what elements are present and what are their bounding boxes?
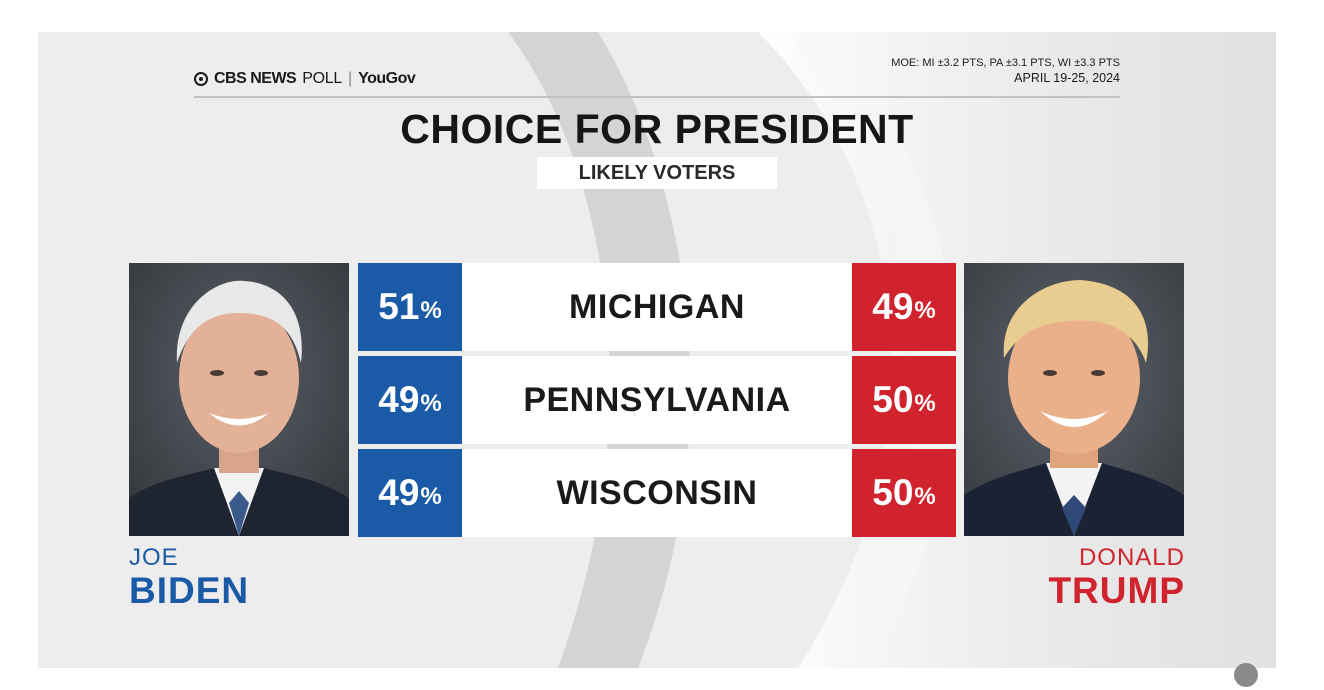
biden-value: 49 bbox=[378, 379, 420, 420]
biden-last-name: BIDEN bbox=[129, 570, 250, 611]
state-name: PENNSYLVANIA bbox=[462, 356, 852, 444]
biden-photo bbox=[129, 263, 349, 536]
trump-photo bbox=[964, 263, 1184, 536]
percent-sign: % bbox=[914, 483, 936, 510]
percent-sign: % bbox=[420, 483, 442, 510]
table-row: 49% WISCONSIN 50% bbox=[358, 449, 956, 537]
state-name: WISCONSIN bbox=[462, 449, 852, 537]
biden-percent: 51% bbox=[358, 263, 462, 351]
trump-first-name: DONALD bbox=[1078, 544, 1185, 571]
brand-poll: POLL bbox=[302, 70, 342, 87]
header-divider bbox=[194, 96, 1120, 98]
moe-text: MOE: MI ±3.2 PTS, PA ±3.1 PTS, WI ±3.3 P… bbox=[891, 57, 1120, 69]
table-row: 49% PENNSYLVANIA 50% bbox=[358, 356, 956, 444]
brand-partner: YouGov bbox=[358, 70, 416, 87]
biden-percent: 49% bbox=[358, 449, 462, 537]
percent-sign: % bbox=[420, 390, 442, 417]
chart-title: CHOICE FOR PRESIDENT bbox=[400, 106, 914, 152]
trump-percent: 50% bbox=[852, 449, 956, 537]
biden-portrait-illustration bbox=[129, 263, 349, 536]
brand-network: CBS NEWS bbox=[214, 70, 297, 87]
brand-separator: | bbox=[347, 70, 353, 87]
trump-percent: 50% bbox=[852, 356, 956, 444]
poll-dates: APRIL 19-25, 2024 bbox=[1014, 71, 1120, 85]
biden-value: 49 bbox=[378, 472, 420, 513]
trump-value: 50 bbox=[872, 472, 914, 513]
corner-button[interactable] bbox=[1234, 663, 1258, 687]
poll-graphic: CBS NEWS POLL | YouGov MOE: MI ±3.2 PTS,… bbox=[38, 32, 1276, 668]
table-row: 51% MICHIGAN 49% bbox=[358, 263, 956, 351]
trump-portrait-illustration bbox=[964, 263, 1184, 536]
brand-logo: CBS NEWS POLL | YouGov bbox=[194, 70, 416, 88]
biden-value: 51 bbox=[378, 286, 420, 327]
cbs-eye-icon bbox=[194, 72, 208, 86]
trump-value: 49 bbox=[872, 286, 914, 327]
percent-sign: % bbox=[914, 390, 936, 417]
trump-last-name: TRUMP bbox=[1048, 570, 1185, 611]
chart-subtitle: LIKELY VOTERS bbox=[537, 157, 777, 189]
trump-percent: 49% bbox=[852, 263, 956, 351]
biden-percent: 49% bbox=[358, 356, 462, 444]
percent-sign: % bbox=[420, 297, 442, 324]
percent-sign: % bbox=[914, 297, 936, 324]
trump-value: 50 bbox=[872, 379, 914, 420]
margin-of-error: MOE: MI ±3.2 PTS, PA ±3.1 PTS, WI ±3.3 P… bbox=[891, 56, 1120, 86]
biden-first-name: JOE bbox=[129, 544, 179, 571]
state-name: MICHIGAN bbox=[462, 263, 852, 351]
